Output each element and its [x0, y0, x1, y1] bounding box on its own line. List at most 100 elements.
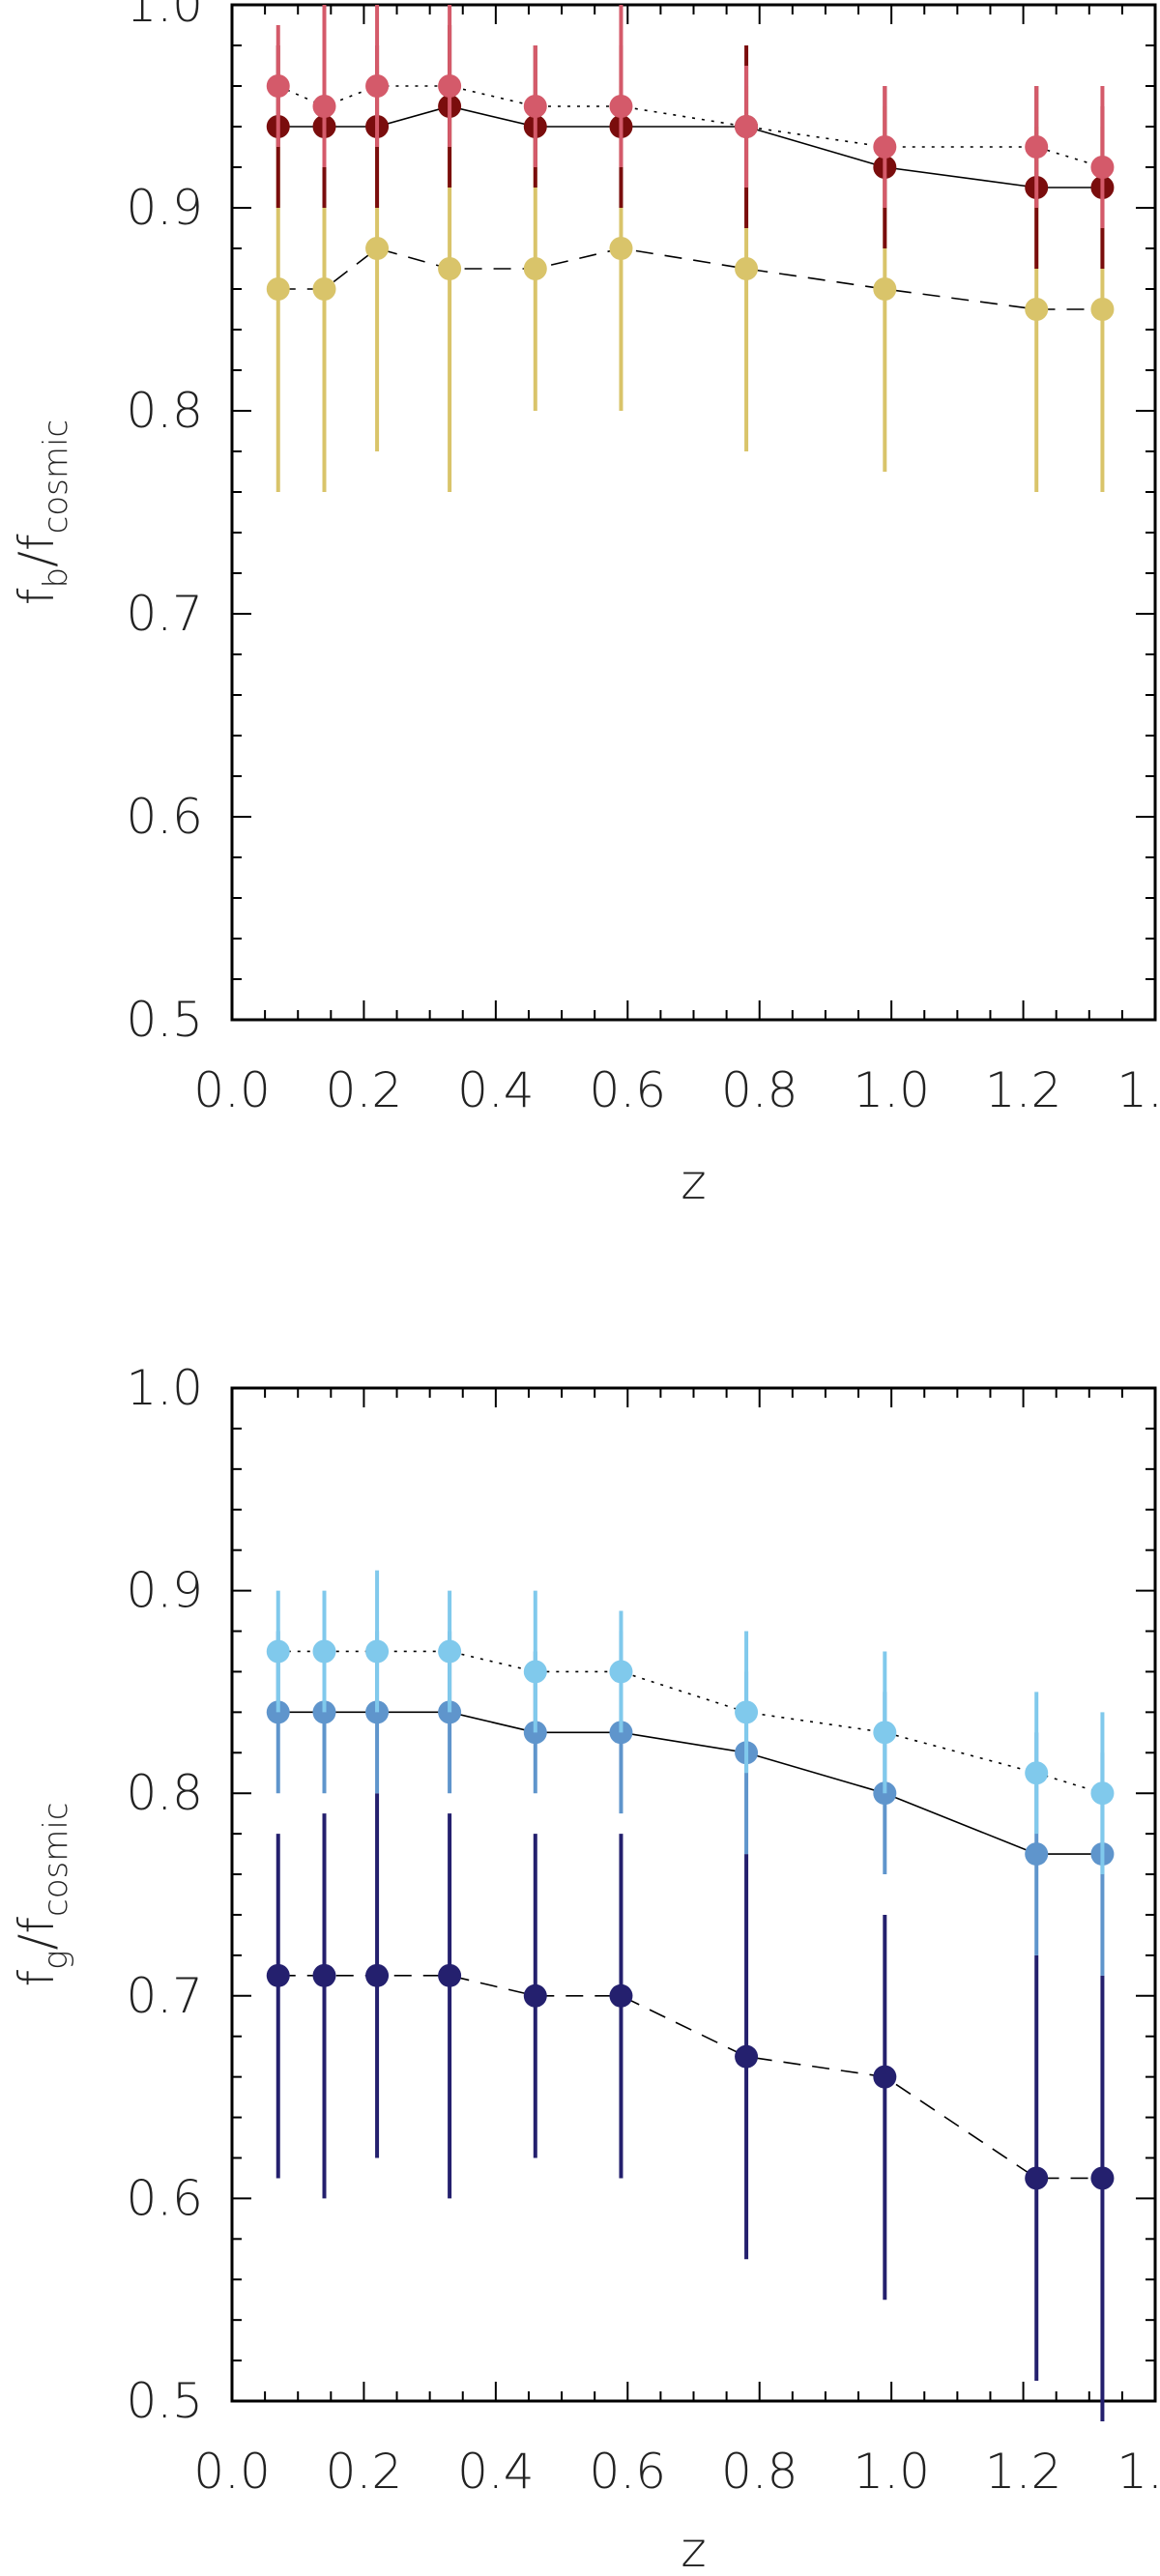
data-point — [438, 1963, 462, 1987]
x-axis-label: z — [681, 1154, 706, 1210]
y-tick-label: 1.0 — [126, 0, 203, 33]
x-tick-label: 1.2 — [985, 2444, 1062, 2500]
data-point — [609, 95, 633, 118]
series-line — [277, 1650, 1103, 1794]
data-point — [1025, 135, 1049, 159]
series-3 — [266, 5, 1115, 228]
chart-panel-1: 0.0 0.2 0.4 0.6 0.8 1.0 1.2 1.4 0.5 0.6 0.7 0.8 0.9 1… — [9, 0, 1160, 1210]
data-point — [438, 74, 462, 98]
x-tick-label: 0.8 — [721, 2444, 798, 2500]
data-point — [266, 1963, 290, 1987]
y-axis-label-part: f — [9, 1969, 65, 1986]
data-point — [1025, 1761, 1049, 1785]
y-axis-label: fb/fcosmic — [9, 420, 75, 605]
y-axis-label-part: / — [9, 551, 65, 567]
x-tick-label: 0.8 — [721, 1062, 798, 1118]
data-point — [523, 257, 547, 280]
series-1 — [266, 66, 1115, 492]
y-tick-label: 0.8 — [126, 1765, 203, 1821]
data-point — [523, 1983, 547, 2008]
data-point — [735, 1700, 759, 1724]
x-tick-label: 1.0 — [853, 2444, 930, 2500]
y-tick-label: 0.5 — [126, 2373, 203, 2429]
data-point — [365, 237, 390, 260]
data-point — [1025, 298, 1049, 321]
chart-panel-2: 0.0 0.2 0.4 0.6 0.8 1.0 1.2 1.4 0.5 0.6 0.7 0.8 0.9 1… — [9, 1360, 1160, 2576]
data-point — [735, 2044, 759, 2069]
data-point — [312, 1963, 336, 1987]
y-axis-label-subscript: g — [37, 1950, 75, 1969]
data-point — [266, 74, 290, 98]
y-tick-label: 0.5 — [126, 992, 203, 1048]
data-point — [1090, 298, 1115, 321]
series-line — [277, 1975, 1103, 2180]
y-axis-label-subscript: cosmic — [37, 420, 75, 534]
data-point — [873, 277, 897, 301]
y-axis-label-subscript: cosmic — [37, 1803, 75, 1917]
data-point — [609, 1660, 633, 1684]
y-axis-label-part: f — [9, 588, 65, 605]
data-point — [365, 1963, 390, 1987]
data-point — [438, 1639, 462, 1664]
data-point — [266, 277, 290, 301]
data-point — [1090, 1781, 1115, 1806]
data-point — [523, 1660, 547, 1684]
x-tick-label: 1.4 — [1116, 1062, 1160, 1118]
data-point — [1090, 2166, 1115, 2190]
series-3 — [266, 1570, 1115, 1875]
y-tick-label: 0.9 — [126, 180, 203, 236]
plot-frame — [230, 1386, 1157, 2403]
data-point — [1025, 1842, 1049, 1867]
x-tick-label: 1.0 — [853, 1062, 930, 1118]
y-axis-label-part: f — [9, 1917, 65, 1934]
data-point — [312, 1639, 336, 1664]
data-point — [438, 257, 462, 280]
x-tick-label: 0.6 — [590, 1062, 667, 1118]
data-point — [1025, 2166, 1049, 2190]
y-tick-label: 0.7 — [126, 1968, 203, 2024]
y-tick-label: 0.8 — [126, 383, 203, 439]
x-tick-label: 0.4 — [457, 1062, 535, 1118]
data-point — [609, 1983, 633, 2008]
data-point — [609, 237, 633, 260]
x-tick-label: 0.0 — [193, 2444, 271, 2500]
data-point — [873, 2065, 897, 2089]
series-line — [277, 105, 1103, 188]
y-axis-label-part: f — [9, 534, 65, 551]
y-tick-label: 0.9 — [126, 1563, 203, 1619]
y-tick-label: 0.6 — [126, 2170, 203, 2226]
data-point — [735, 115, 759, 138]
data-point — [873, 135, 897, 159]
y-tick-label: 1.0 — [126, 1360, 203, 1416]
data-point — [312, 277, 336, 301]
data-point — [735, 257, 759, 280]
x-tick-label: 1.4 — [1116, 2444, 1160, 2500]
x-axis-label: z — [681, 2522, 706, 2576]
x-tick-label: 0.2 — [326, 1062, 403, 1118]
x-tick-label: 1.2 — [985, 1062, 1062, 1118]
x-tick-label: 0.0 — [193, 1062, 271, 1118]
series-line — [277, 247, 1103, 310]
data-point — [873, 1721, 897, 1745]
series-line — [277, 85, 1103, 168]
series-2 — [266, 1631, 1115, 1976]
data-point — [1090, 156, 1115, 179]
y-axis-label-subscript: b — [37, 567, 75, 589]
y-axis-label: fg/fcosmic — [9, 1803, 75, 1987]
x-tick-label: 0.6 — [590, 2444, 667, 2500]
data-point — [365, 74, 390, 98]
x-tick-label: 0.2 — [326, 2444, 403, 2500]
data-point — [266, 1639, 290, 1664]
series-2 — [266, 25, 1115, 269]
data-point — [365, 1639, 390, 1664]
data-point — [523, 95, 547, 118]
x-tick-label: 0.4 — [457, 2444, 535, 2500]
y-tick-label: 0.7 — [126, 586, 203, 642]
series-line — [277, 1711, 1103, 1855]
data-point — [312, 95, 336, 118]
y-axis-label-part: / — [9, 1933, 65, 1950]
y-tick-label: 0.6 — [126, 789, 203, 845]
series-1 — [266, 1793, 1115, 2421]
plot-frame — [230, 3, 1157, 1022]
